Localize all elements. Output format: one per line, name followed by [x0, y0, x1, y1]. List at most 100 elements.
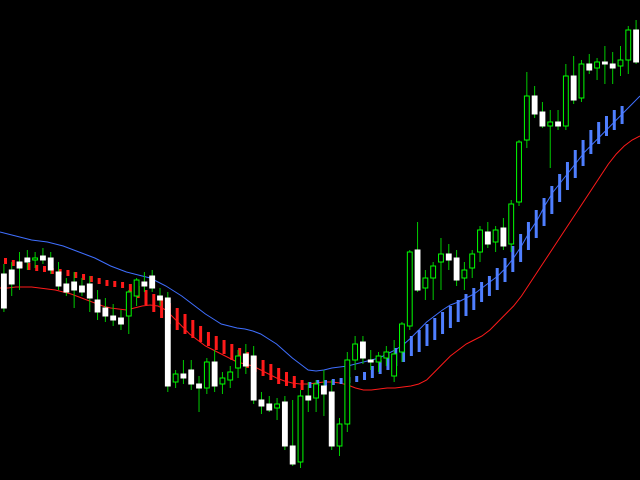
candle: [86, 276, 93, 312]
candle-body-up: [235, 355, 241, 369]
candle-body-down: [164, 297, 171, 387]
candle: [266, 396, 273, 412]
signal-up-bar: [425, 324, 429, 346]
candle: [55, 262, 62, 290]
signal-down-bar: [128, 284, 132, 292]
candle-body-up: [133, 279, 140, 297]
candle: [281, 396, 288, 450]
signal-down-bar: [113, 281, 117, 287]
candle-body-down: [110, 315, 117, 321]
candle: [63, 278, 70, 296]
signal-down-bar: [144, 290, 148, 305]
candle-body-down: [102, 307, 109, 317]
signal-up-bar: [503, 258, 507, 282]
signal-down-bar: [261, 360, 265, 376]
candle: [40, 248, 46, 264]
candle: [625, 26, 632, 74]
signal-up-bar: [324, 380, 327, 386]
candle-body-up: [336, 423, 343, 447]
candle: [531, 86, 538, 118]
candle-body-up: [375, 355, 382, 363]
signal-up-bar: [534, 210, 538, 238]
signal-up-bar: [456, 300, 460, 322]
candle: [578, 60, 585, 102]
candle-body-up: [594, 61, 600, 69]
candle: [500, 218, 507, 250]
candle: [617, 46, 624, 76]
candle-body-up: [438, 253, 444, 263]
signal-up-bar: [441, 312, 445, 334]
candle-body-up: [523, 95, 530, 141]
candle-body-down: [555, 121, 561, 127]
candle-body-up: [274, 403, 280, 409]
signal-down-bar: [183, 314, 187, 334]
candles-layer: [0, 20, 640, 468]
signal-down-bar: [214, 336, 218, 350]
signal-up-bar: [386, 354, 390, 370]
candle: [250, 346, 257, 404]
signal-down-bar: [35, 265, 39, 271]
signal-down-bar: [43, 266, 47, 272]
signal-down-bar: [74, 272, 78, 278]
signal-down-bar: [160, 298, 164, 318]
candle: [539, 102, 546, 128]
candle: [110, 304, 117, 326]
candle: [203, 358, 210, 394]
candle: [79, 278, 85, 296]
candle-body-down: [242, 353, 249, 367]
signal-up-bar: [433, 318, 437, 340]
candle-body-down: [24, 257, 31, 263]
signal-up-bar: [511, 246, 515, 272]
candle: [118, 310, 124, 330]
candle-body-up: [406, 251, 413, 327]
upper-band-line: [0, 95, 640, 372]
candle-body-down: [71, 281, 78, 291]
candle-body-down: [586, 63, 593, 71]
signal-down-bar: [89, 276, 93, 282]
candle-body-up: [125, 291, 132, 317]
candle: [344, 352, 351, 432]
candle: [547, 110, 554, 168]
candle-body-down: [141, 281, 148, 287]
candle: [258, 392, 265, 414]
signal-down-bar: [27, 263, 31, 270]
signal-down-bar: [4, 258, 7, 264]
candle-body-down: [320, 385, 327, 395]
candle: [523, 72, 530, 148]
lower-band-line: [0, 135, 640, 391]
candle-body-up: [391, 353, 398, 377]
candle-body-down: [484, 231, 491, 245]
candle-body-up: [399, 323, 405, 353]
candle: [157, 288, 163, 306]
candle-body-down: [40, 255, 46, 261]
candle: [125, 290, 132, 334]
candle: [360, 336, 366, 364]
candle-body-up: [469, 253, 476, 269]
candle-body-down: [609, 63, 616, 69]
signal-down-bar: [284, 372, 288, 386]
candle-body-down: [196, 383, 202, 389]
signal-up-bar: [519, 234, 523, 262]
candle: [399, 322, 405, 362]
signal-down-bar: [230, 344, 234, 360]
candle: [336, 418, 343, 456]
candle: [16, 252, 23, 290]
candle-body-up: [313, 383, 320, 399]
signal-down-bar: [50, 268, 54, 274]
candle-body-down: [539, 111, 546, 127]
signal-down-bar: [66, 270, 70, 276]
candle: [586, 54, 593, 74]
candle-body-down: [86, 283, 93, 299]
signal-up-bar: [487, 276, 491, 296]
candle: [391, 340, 398, 382]
signal-down-bar: [191, 320, 195, 338]
candle: [516, 140, 522, 206]
candle: [477, 226, 483, 262]
candle-body-down: [570, 75, 577, 101]
signal-down-bar: [82, 274, 86, 280]
upper-band-layer: [0, 95, 640, 372]
signal-up-bar: [495, 268, 499, 290]
candle-body-up: [547, 121, 554, 127]
candle: [438, 238, 444, 290]
candle-body-down: [55, 271, 62, 287]
